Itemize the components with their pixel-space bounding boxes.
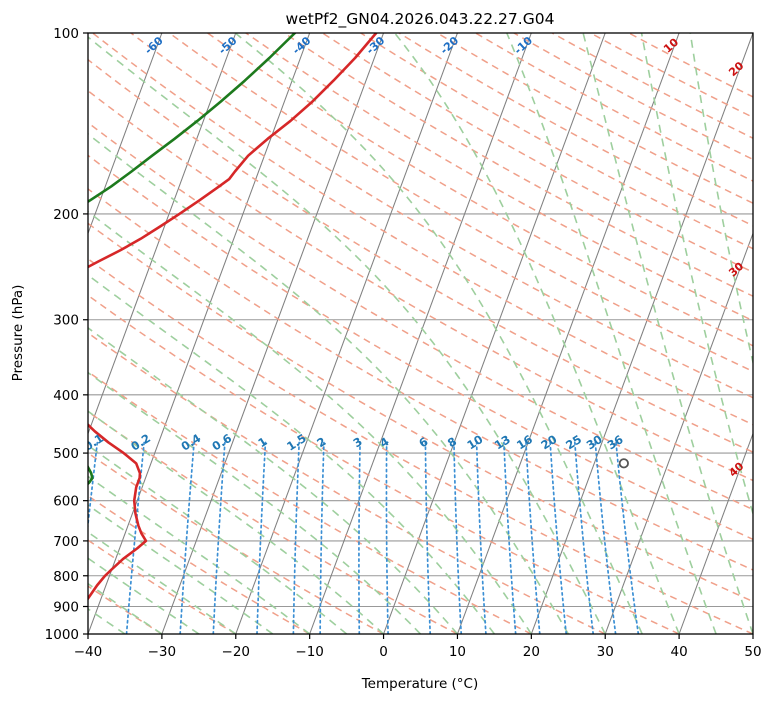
data-layer xyxy=(88,33,629,601)
moist-adiabat-line xyxy=(234,33,643,634)
moist-adiabat-line xyxy=(88,210,533,634)
page-title: wetPf2_GN04.2026.043.22.27.G04 xyxy=(286,10,555,29)
moist-adiabat-line xyxy=(88,475,311,634)
mixing-ratio-line xyxy=(525,441,541,634)
dry-adiabat-line xyxy=(207,33,753,347)
dry-adiabat-line xyxy=(88,188,753,571)
mixing-ratio-line xyxy=(125,441,145,634)
moist-adiabat-line xyxy=(88,410,385,634)
x-axis-label: Temperature (°C) xyxy=(361,676,479,692)
dry-adiabat-line xyxy=(88,452,384,634)
mixing-ratio-line xyxy=(256,441,267,634)
x-tick-label: 50 xyxy=(744,644,761,660)
moist-adiabat-line xyxy=(88,557,200,634)
x-tick-label: −10 xyxy=(295,644,324,660)
moist-adiabat-line xyxy=(88,531,237,634)
y-tick-label: 900 xyxy=(53,599,79,615)
moist-adiabat-line xyxy=(506,33,717,634)
dry-adiabat-line xyxy=(88,294,680,634)
dry-adiabat-line xyxy=(88,222,753,603)
isotherm-line xyxy=(456,33,680,634)
x-tick-label: −30 xyxy=(148,644,177,660)
isotherm-line xyxy=(309,33,532,634)
moist-adiabat-line xyxy=(88,326,459,634)
mixing-ratio-line xyxy=(358,441,361,634)
y-tick-label: 400 xyxy=(53,388,79,404)
plot-frame xyxy=(87,32,754,635)
mixing-ratio-line xyxy=(292,441,301,634)
y-tick-label: 200 xyxy=(53,207,79,223)
isotherm-line xyxy=(530,33,753,634)
y-axis-label: Pressure (hPa) xyxy=(10,285,26,382)
y-tick-label: 300 xyxy=(53,313,79,329)
isotherm-line xyxy=(88,33,237,436)
mixing-ratio-line xyxy=(503,441,517,634)
mixing-ratio-line xyxy=(424,441,432,634)
x-tick-label: −20 xyxy=(222,644,251,660)
isotherm-line xyxy=(678,432,753,634)
dry-adiabat-line xyxy=(92,33,753,426)
x-tick-label: 20 xyxy=(523,644,540,660)
moist-adiabat-line xyxy=(394,33,680,634)
dry-adiabat-line xyxy=(88,410,458,634)
isotherm-line xyxy=(604,231,753,634)
isotherm-line xyxy=(161,33,385,634)
mixing-ratio-line xyxy=(475,441,487,634)
mixing-ratio-line xyxy=(453,441,463,634)
x-tick-label: 40 xyxy=(671,644,688,660)
mixing-ratio-line xyxy=(319,441,325,634)
moist-adiabat-line xyxy=(88,582,163,634)
x-tick-label: −40 xyxy=(74,644,103,660)
moist-adiabat-line xyxy=(582,33,753,634)
y-tick-label: 500 xyxy=(53,446,79,462)
moist-adiabat-line xyxy=(88,371,422,634)
dry-adiabat-line xyxy=(88,257,753,634)
dry-adiabat-line xyxy=(88,585,163,634)
mixing-ratio-line xyxy=(615,441,640,634)
x-tick-label: 30 xyxy=(597,644,614,660)
isotherm-line xyxy=(235,33,458,634)
mixing-ratio-line xyxy=(385,441,389,634)
isotherm-line xyxy=(88,33,311,634)
mixing-ratio-line xyxy=(549,441,568,634)
isotherm-line xyxy=(383,33,606,634)
parcel-marker[interactable] xyxy=(618,458,629,469)
grid-layer xyxy=(88,33,753,634)
mixing-ratio-line xyxy=(212,441,226,634)
y-tick-label: 1000 xyxy=(45,627,79,643)
y-tick-label: 600 xyxy=(53,494,79,510)
series-temperature-line xyxy=(88,33,378,601)
moist-adiabat-line xyxy=(88,504,274,634)
y-tick-label: 100 xyxy=(53,26,79,42)
x-tick-label: 10 xyxy=(449,644,466,660)
dry-adiabat-line xyxy=(130,33,753,399)
moist-adiabat-line xyxy=(88,274,496,634)
y-tick-label: 800 xyxy=(53,569,79,585)
x-tick-label: 0 xyxy=(379,644,388,660)
mixing-ratio-line xyxy=(594,441,617,634)
mixing-ratio-line xyxy=(573,441,595,634)
moist-adiabat-line xyxy=(88,36,606,634)
moist-adiabat-line xyxy=(88,133,569,634)
dry-adiabat-line xyxy=(168,33,753,373)
isotherm-line xyxy=(88,33,163,235)
y-tick-label: 700 xyxy=(53,534,79,550)
mixing-ratio-line xyxy=(179,441,195,634)
dry-adiabat-line xyxy=(88,154,753,541)
